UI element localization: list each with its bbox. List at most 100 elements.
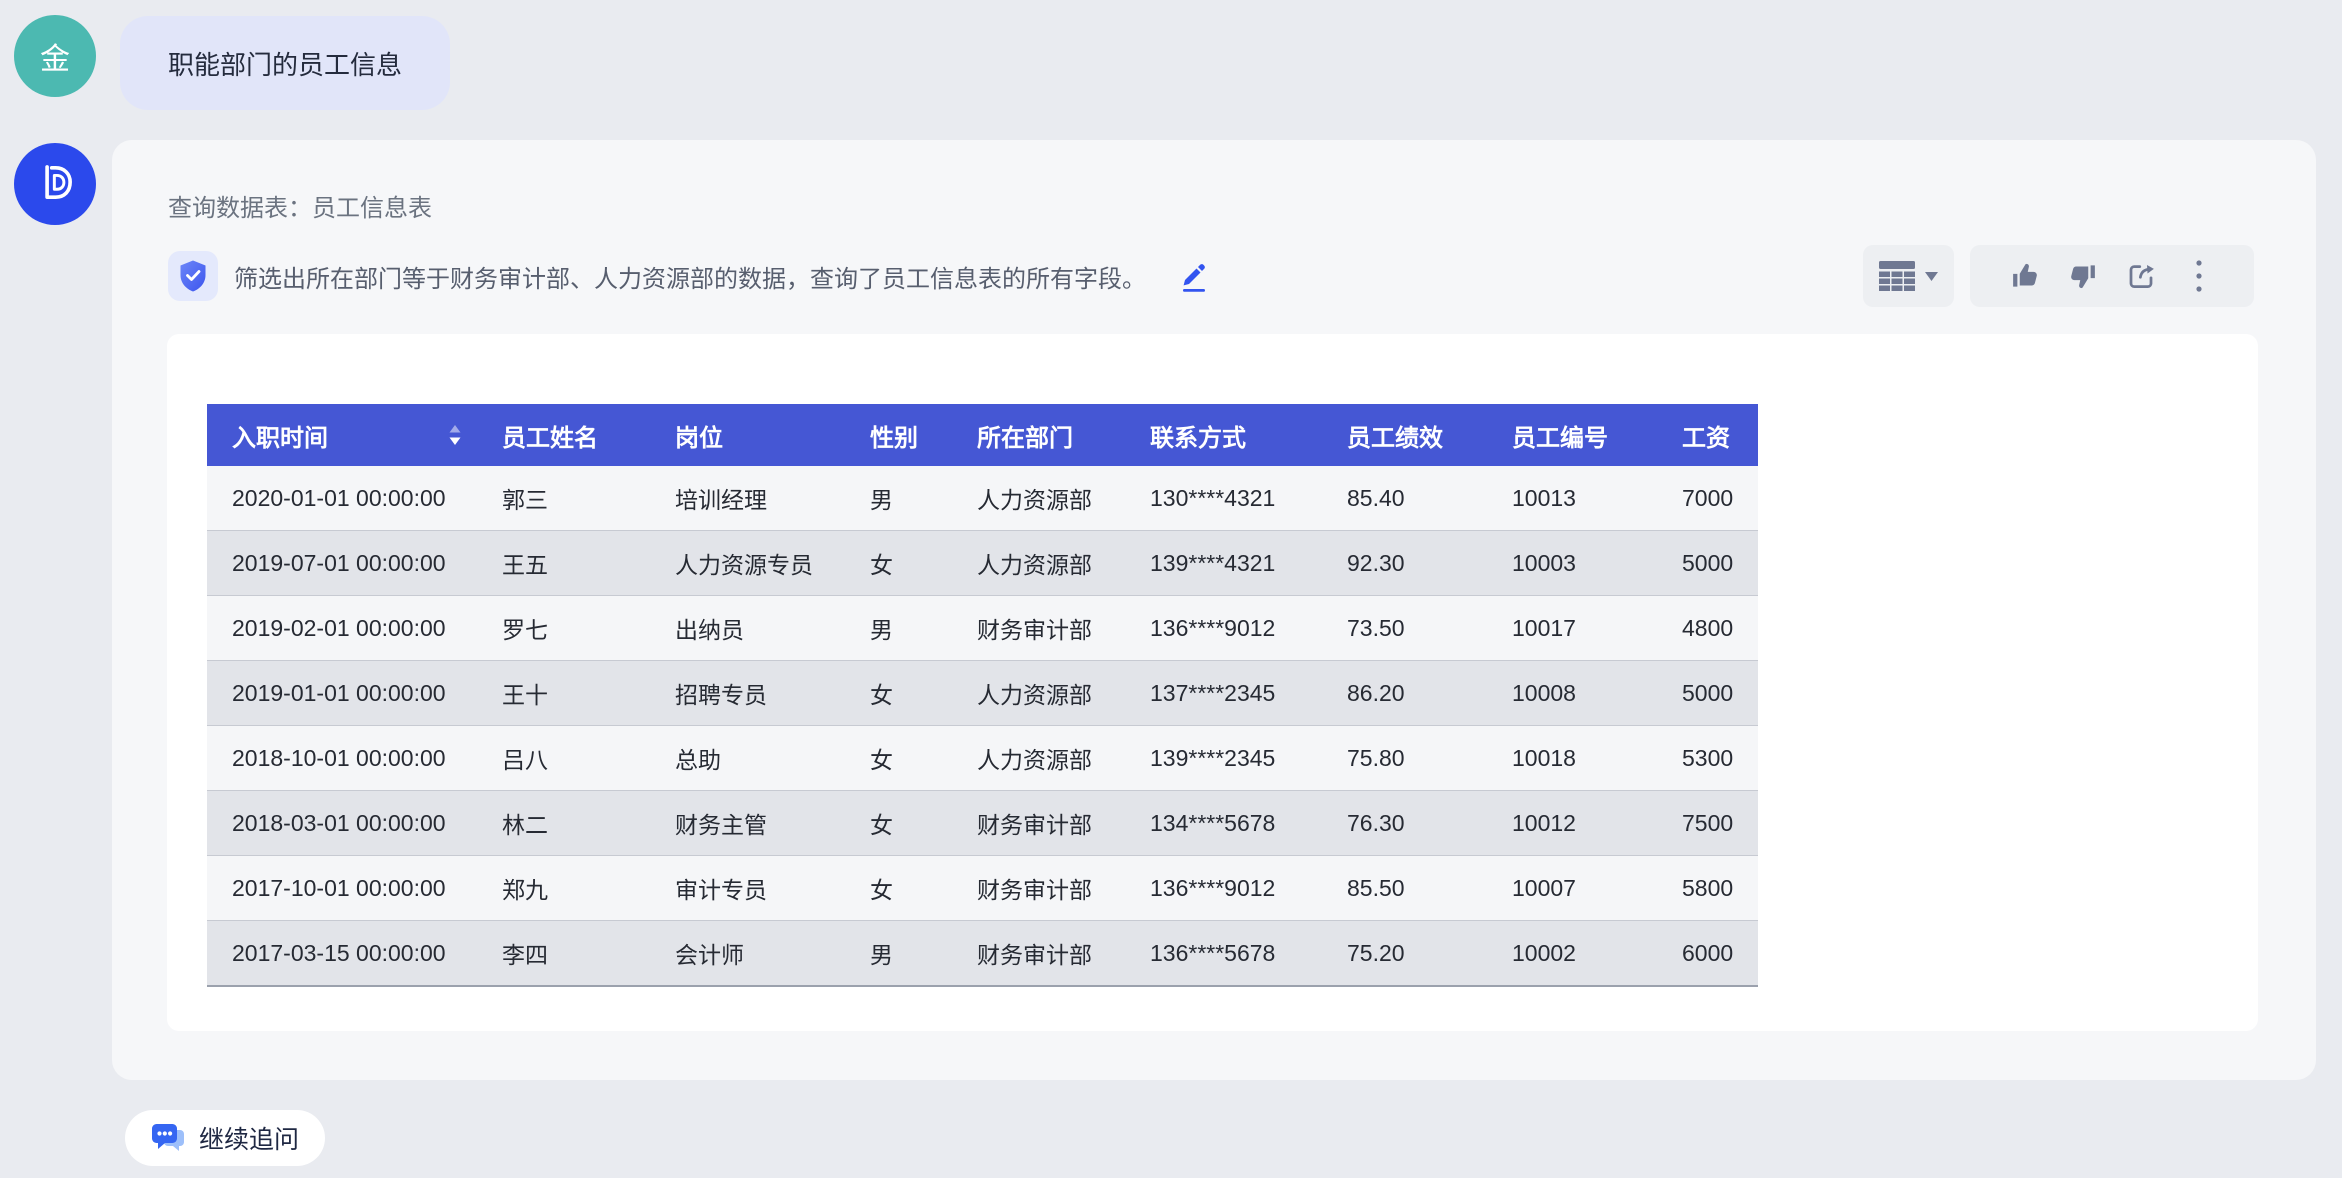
shield-check-icon: [168, 251, 218, 301]
table-cell: 人力资源部: [977, 682, 1092, 708]
column-header[interactable]: 岗位: [650, 404, 845, 466]
table-cell: 女: [870, 682, 893, 708]
table-cell: 10007: [1512, 874, 1576, 901]
thumbs-down-button[interactable]: [2054, 245, 2112, 307]
table-cell: 139****2345: [1150, 744, 1276, 771]
table-row: 2017-10-01 00:00:00 郑九 审计专员 女 财务审计部 136****90…: [207, 855, 1758, 921]
table-cell: 人力资源部: [977, 552, 1092, 578]
table-body: 2020-01-01 00:00:00 郭三 培训经理男人力资源部 130****43…: [207, 466, 1758, 986]
table-cell: 培训经理: [675, 487, 767, 513]
user-avatar: 金: [14, 15, 96, 97]
table-row: 2018-03-01 00:00:00 林二 财务主管 女 财务审计部 134****56…: [207, 790, 1758, 856]
table-cell: 2020-01-01 00:00:00: [232, 484, 446, 511]
filter-row: 筛选出所在部门等于财务审计部、人力资源部的数据，查询了员工信息表的所有字段。: [168, 248, 1210, 304]
table-row: 2017-03-15 00:00:00 李四 会计师 男 财务审计部 136****567…: [207, 920, 1758, 986]
table-cell: 财务主管: [675, 812, 767, 838]
table-cell: 人力资源部: [977, 747, 1092, 773]
follow-up-label: 继续追问: [199, 1126, 300, 1154]
table-cell: 财务审计部: [977, 812, 1092, 838]
table-cell: 136****9012: [1150, 874, 1276, 901]
table-view-button[interactable]: [1863, 245, 1954, 307]
share-button[interactable]: [2112, 245, 2170, 307]
result-table: 入职时间 员工姓名 岗位 性别 所在部门 联系方式 员工绩效 员工编号 工资 2020-01-…: [207, 404, 1758, 987]
table-cell: 女: [870, 747, 893, 773]
user-message-bubble: 职能部门的员工信息: [120, 16, 451, 110]
table-cell: 10002: [1512, 939, 1576, 966]
thumbs-up-button[interactable]: [1996, 245, 2054, 307]
table-cell: 女: [870, 877, 893, 903]
table-cell: 审计专员: [675, 877, 767, 903]
table-cell: 130****4321: [1150, 484, 1276, 511]
table-cell: 2017-03-15 00:00:00: [232, 939, 446, 966]
table-cell: 4800: [1682, 614, 1734, 641]
table-cell: 10017: [1512, 614, 1576, 641]
more-options-button[interactable]: [2170, 245, 2228, 307]
table-cell: 10013: [1512, 484, 1576, 511]
table-cell: 2017-10-01 00:00:00: [232, 874, 446, 901]
table-row: 2019-02-01 00:00:00 罗七 出纳员 男 财务审计部 136****901…: [207, 595, 1758, 661]
table-cell: 男: [870, 617, 893, 643]
table-view-icon: [1879, 261, 1915, 291]
table-cell: 7500: [1682, 809, 1734, 836]
column-header[interactable]: 性别: [845, 404, 952, 466]
table-cell: 134****5678: [1150, 809, 1276, 836]
table-cell: 85.50: [1347, 874, 1405, 901]
table-cell: 人力资源专员: [675, 552, 813, 578]
bot-avatar: [14, 143, 96, 225]
table-cell: 5000: [1682, 679, 1734, 706]
table-cell: 罗七: [502, 617, 548, 643]
column-header[interactable]: 入职时间: [207, 404, 477, 466]
table-cell: 7000: [1682, 484, 1734, 511]
table-cell: 男: [870, 487, 893, 513]
table-cell: 75.80: [1347, 744, 1405, 771]
table-cell: 会计师: [675, 942, 744, 968]
column-header[interactable]: 员工编号: [1487, 404, 1657, 466]
table-row: 2018-10-01 00:00:00 吕八 总助 女 人力资源部 139****2345…: [207, 725, 1758, 791]
result-panel: 入职时间 员工姓名 岗位 性别 所在部门 联系方式 员工绩效 员工编号 工资 2020-01-…: [167, 334, 2258, 1031]
answer-card: 查询数据表：员工信息表 筛选出所在部门等于财务审计部、人力资源部的数据，查询了员…: [112, 140, 2316, 1080]
table-cell: 85.40: [1347, 484, 1405, 511]
table-cell: 5000: [1682, 549, 1734, 576]
table-cell: 2018-03-01 00:00:00: [232, 809, 446, 836]
column-header[interactable]: 员工绩效: [1322, 404, 1487, 466]
table-cell: 男: [870, 942, 893, 968]
table-cell: 139****4321: [1150, 549, 1276, 576]
table-cell: 人力资源部: [977, 487, 1092, 513]
table-cell: 王十: [502, 682, 548, 708]
edit-filter-button[interactable]: [1176, 258, 1210, 294]
table-cell: 李四: [502, 942, 548, 968]
table-cell: 136****5678: [1150, 939, 1276, 966]
table-cell: 76.30: [1347, 809, 1405, 836]
pencil-icon: [1176, 258, 1210, 294]
table-cell: 郑九: [502, 877, 548, 903]
table-cell: 73.50: [1347, 614, 1405, 641]
table-cell: 财务审计部: [977, 877, 1092, 903]
table-cell: 5800: [1682, 874, 1734, 901]
table-row: 2019-07-01 00:00:00 王五 人力资源专员 女 人力资源部 139****…: [207, 530, 1758, 596]
table-cell: 10012: [1512, 809, 1576, 836]
table-cell: 10008: [1512, 679, 1576, 706]
chat-icon: [151, 1122, 187, 1154]
table-cell: 财务审计部: [977, 617, 1092, 643]
table-cell: 女: [870, 552, 893, 578]
column-header[interactable]: 联系方式: [1125, 404, 1322, 466]
table-cell: 6000: [1682, 939, 1734, 966]
table-cell: 75.20: [1347, 939, 1405, 966]
table-cell: 郭三: [502, 487, 548, 513]
sort-icon[interactable]: [449, 425, 461, 445]
column-header[interactable]: 员工姓名: [477, 404, 650, 466]
more-vertical-icon: [2195, 259, 2203, 293]
follow-up-button[interactable]: 继续追问: [125, 1110, 326, 1166]
table-row: 2019-01-01 00:00:00 王十 招聘专员 女 人力资源部 137****23…: [207, 660, 1758, 726]
card-toolbar: [1863, 245, 2254, 307]
table-row: 2020-01-01 00:00:00 郭三 培训经理 男 人力资源部 130****43…: [207, 466, 1758, 531]
table-cell: 招聘专员: [675, 682, 767, 708]
table-cell: 财务审计部: [977, 942, 1092, 968]
table-cell: 女: [870, 812, 893, 838]
table-cell: 吕八: [502, 747, 548, 773]
column-header[interactable]: 所在部门: [952, 404, 1125, 466]
column-header[interactable]: 工资: [1657, 404, 1758, 466]
table-cell: 王五: [502, 552, 548, 578]
table-cell: 137****2345: [1150, 679, 1276, 706]
